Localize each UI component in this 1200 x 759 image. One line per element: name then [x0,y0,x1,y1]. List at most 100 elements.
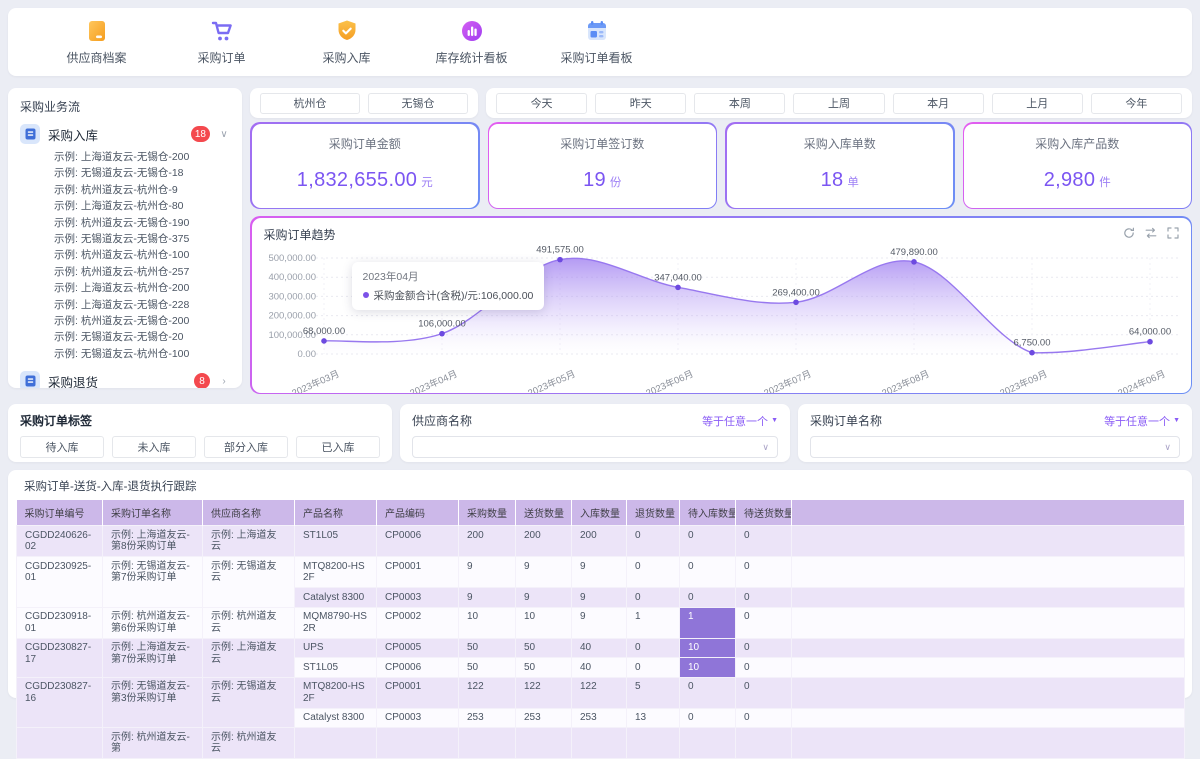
sidebar-subitem[interactable]: 示例: 无锡道友云-无锡仓-20 [54,331,184,344]
order-cell: 示例: 无锡道友云-第3份采购订单 [102,676,203,728]
date-filter-button[interactable]: 上月 [991,92,1083,114]
date-filter-button[interactable]: 上周 [793,92,885,114]
table-title: 采购订单-送货-入库-退货执行跟踪 [24,481,197,493]
data-cell: 200 [571,525,627,557]
data-cell: 0 [735,676,792,709]
data-cell: 0 [626,556,680,588]
sidebar-subitem[interactable]: 示例: 上海道友云-杭州仓-200 [54,282,190,295]
stat-card: 采购入库单数 18 单 [725,122,955,209]
order-name-filter-panel: 采购订单名称 等于任意一个 ▼ ∨ [798,404,1192,462]
data-cell [515,727,572,759]
data-cell [571,727,627,759]
svg-text:2023年04月: 2023年04月 [408,367,459,392]
operator-label: 等于任意一个 [702,415,769,428]
date-filter-button[interactable]: 昨天 [595,92,687,114]
col-header: 待送货数量 [735,500,792,526]
trend-chart-svg[interactable]: 500,000.00 400,000.00 300,000.00 200,000.00… [254,240,1188,393]
col-header: 送货数量 [515,500,572,526]
nav-item-purchase-inbound[interactable]: 采购入库 [284,18,409,66]
col-header: 入库数量 [571,500,627,526]
data-cell: 10 [458,606,516,639]
filler-cell [791,657,1185,678]
sidebar-subitem[interactable]: 示例: 无锡道友云-无锡仓-18 [54,167,184,180]
date-filter-button[interactable]: 今天 [496,92,588,114]
warehouse-filter-button[interactable]: 杭州仓 [260,92,360,114]
calendar-icon [587,21,606,40]
date-filter-button[interactable]: 今年 [1090,92,1182,114]
stat-card: 采购入库产品数 2,980 件 [962,122,1192,209]
sidebar-subitem-list: 示例: 上海道友云-无锡仓-200 示例: 无锡道友云-无锡仓-18 示例: 杭州道… [20,149,230,362]
table-row: CGDD230925-01 示例: 无锡道友云-第7份采购订单 示例: 无锡道友云 M… [16,556,1185,608]
data-cell: CP0006 [376,525,459,557]
order-cell: 示例: 杭州道友云-第 [102,727,203,759]
pending-inbound-highlight-cell: 10 [679,657,736,678]
operator-dropdown[interactable]: 等于任意一个 ▼ [702,413,778,429]
tooltip-month: 2023年04月 [362,270,419,283]
stat-unit: 件 [1099,176,1111,189]
date-filter-button[interactable]: 本月 [892,92,984,114]
order-tag-button[interactable]: 部分入库 [204,436,288,458]
filler-cell [791,727,1185,759]
table-row: CGDD230827-16 示例: 无锡道友云-第3份采购订单 示例: 无锡道友云 M… [16,676,1185,728]
stat-label: 采购入库产品数 [1035,136,1120,151]
data-cell: 0 [735,707,792,728]
sidebar-section-purchase-inbound[interactable]: 采购入库 18 ∨ [20,123,230,145]
sidebar-subitem[interactable]: 示例: 杭州道友云-杭州仓-9 [54,183,178,196]
sidebar-subitem[interactable]: 示例: 上海道友云-杭州仓-80 [54,200,184,213]
filler-cell [791,587,1185,608]
sidebar-section-purchase-return[interactable]: 采购退货 8 › [20,370,230,388]
svg-text:2023年05月: 2023年05月 [526,367,577,392]
sidebar-subitem[interactable]: 示例: 上海道友云-无锡仓-200 [54,151,190,163]
nav-item-inventory-board[interactable]: 库存统计看板 [409,18,534,66]
nav-item-supplier-archive[interactable]: 供应商档案 [34,18,159,66]
data-cell: 9 [571,587,627,608]
sidebar-subitem[interactable]: 示例: 杭州道友云-无锡仓-190 [54,216,190,229]
data-cell: 0 [679,556,736,588]
operator-dropdown[interactable]: 等于任意一个 ▼ [1104,413,1180,429]
nav-item-label: 供应商档案 [66,51,127,65]
svg-text:2023年08月: 2023年08月 [880,367,931,392]
data-cell: 0 [735,637,792,658]
order-name-select[interactable]: ∨ [810,436,1180,458]
stat-label: 采购入库单数 [803,136,876,151]
sidebar-subitem[interactable]: 示例: 杭州道友云-杭州仓-100 [54,249,190,262]
refresh-icon[interactable] [1123,227,1135,239]
filler-cell [791,676,1185,709]
order-tag-button[interactable]: 待入库 [20,436,104,458]
order-cell: 示例: 上海道友云 [202,637,295,678]
nav-item-purchase-order[interactable]: 采购订单 [159,18,284,66]
chevron-down-icon: ∨ [1164,441,1171,452]
data-cell: 0 [735,606,792,639]
data-cell: CP0006 [376,657,459,678]
order-tag-button[interactable]: 已入库 [296,436,380,458]
sidebar-subitem[interactable]: 示例: 无锡道友云-无锡仓-375 [54,232,190,245]
chevron-down-icon[interactable]: ∨ [220,128,228,140]
data-cell: 0 [626,637,680,658]
table-row: CGDD230918-01 示例: 杭州道友云-第6份采购订单 示例: 杭州道友云 M… [16,606,1185,639]
supplier-select[interactable]: ∨ [412,436,778,458]
data-cell: CP0005 [376,637,459,658]
bar-chart-circle-icon [461,21,482,41]
table-row: 示例: 杭州道友云-第 示例: 杭州道友云 [16,727,1185,759]
data-cell: UPS [294,637,377,658]
order-tag-button[interactable]: 未入库 [112,436,196,458]
data-cell [376,727,459,759]
data-cell: 200 [458,525,516,557]
nav-item-order-board[interactable]: 采购订单看板 [534,18,659,66]
chevron-right-icon[interactable]: › [222,375,226,387]
warehouse-filter-button[interactable]: 无锡仓 [368,92,468,114]
sidebar-subitem[interactable]: 示例: 杭州道友云-杭州仓-257 [54,265,190,278]
order-cell: CGDD240626-02 [16,525,103,557]
tooltip-value: 采购金额合计(含税)/元:106,000.00 [373,289,534,302]
svg-text:6,750.00: 6,750.00 [1013,337,1050,348]
svg-text:0.00: 0.00 [297,349,316,360]
section-label: 采购退货 [48,375,99,388]
sidebar-subitem[interactable]: 示例: 杭州道友云-无锡仓-200 [54,314,190,327]
date-filter-button[interactable]: 本周 [694,92,786,114]
sidebar-subitem[interactable]: 示例: 无锡道友云-杭州仓-100 [54,347,190,360]
sidebar-subitem[interactable]: 示例: 上海道友云-无锡仓-228 [54,298,190,311]
restore-icon[interactable] [1145,227,1157,239]
col-header: 供应商名称 [202,500,295,526]
data-cell: 9 [571,606,627,639]
fullscreen-icon[interactable] [1166,226,1179,239]
